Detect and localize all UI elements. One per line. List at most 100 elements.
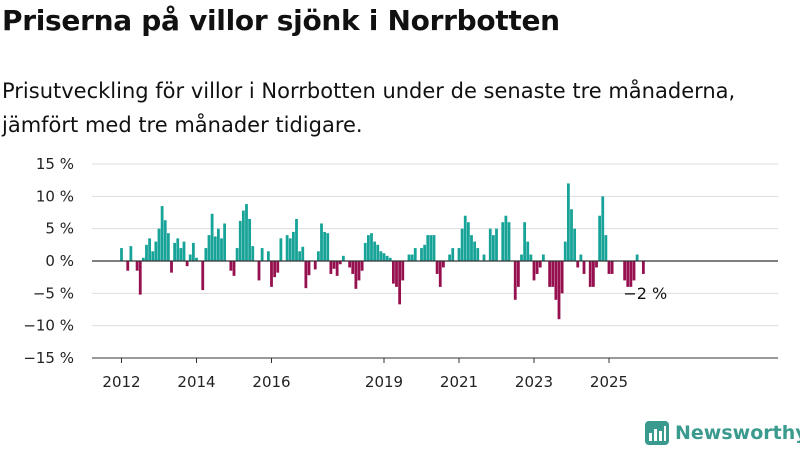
bar (120, 248, 123, 261)
bar (279, 238, 283, 261)
y-tick-label: 0 % (45, 252, 74, 270)
bar (432, 235, 436, 261)
bar (451, 248, 455, 261)
bar (582, 261, 586, 274)
bar (148, 238, 152, 261)
y-tick-label: 5 % (45, 220, 74, 238)
bar (482, 254, 486, 261)
bar (195, 257, 198, 261)
bar (420, 248, 423, 261)
bar (248, 218, 252, 261)
bar (563, 241, 567, 261)
bar (632, 261, 636, 281)
bar (191, 242, 195, 261)
bar (516, 261, 520, 287)
x-tick-label: 2014 (177, 373, 215, 391)
bar (157, 228, 161, 261)
bar (201, 261, 205, 291)
bar (332, 261, 336, 269)
y-tick-label: 15 % (36, 155, 74, 173)
bar (441, 261, 445, 268)
bar (245, 204, 248, 261)
bar (501, 222, 505, 261)
bar (488, 228, 492, 261)
bar (138, 261, 142, 295)
newsworthy-logo: Newsworthy (645, 420, 800, 446)
bar (413, 248, 417, 261)
y-tick-label: 10 % (36, 187, 74, 205)
bar (223, 223, 227, 261)
bar (185, 261, 189, 267)
bar (151, 251, 155, 261)
y-axis: 15 % 10 % 5 % 0 % −5 % −10 % −15 % (23, 155, 74, 367)
bar (610, 261, 614, 274)
bar (323, 231, 327, 261)
bar (210, 213, 214, 261)
bar (298, 251, 302, 261)
bar (410, 254, 414, 261)
x-tick-label: 2023 (515, 373, 553, 391)
bar (313, 261, 317, 270)
bar (635, 254, 639, 261)
bar (216, 228, 220, 261)
bar (329, 261, 333, 274)
bar (320, 223, 323, 261)
bar (513, 261, 517, 300)
bar (601, 196, 605, 261)
bar (351, 261, 355, 274)
bar (160, 206, 164, 261)
bar (354, 261, 358, 289)
bar (270, 261, 273, 287)
bar (145, 244, 148, 261)
bar (570, 209, 573, 261)
bar (576, 261, 580, 268)
bar (366, 235, 370, 261)
bar (573, 228, 577, 261)
bar (566, 183, 570, 261)
bar (385, 255, 389, 261)
bar (176, 238, 180, 261)
y-tick-label: −10 % (23, 317, 74, 335)
logo-icon (645, 421, 669, 445)
y-tick-label: −15 % (23, 349, 74, 367)
bar (301, 246, 305, 261)
bar (238, 220, 242, 261)
bar (526, 241, 530, 261)
bar (266, 251, 270, 261)
bar (604, 235, 608, 261)
bar (357, 261, 361, 281)
x-tick-label: 2016 (252, 373, 290, 391)
x-tick-label: 2019 (365, 373, 403, 391)
bar (641, 261, 645, 274)
bar (535, 261, 539, 274)
brand-name: Newsworthy (675, 422, 800, 444)
bar (288, 238, 292, 261)
bar (232, 261, 236, 276)
bar (595, 261, 598, 268)
bar (520, 254, 523, 261)
bar (341, 255, 345, 261)
bar (579, 254, 583, 261)
bar (229, 261, 233, 271)
bar (507, 222, 511, 261)
bar (548, 261, 552, 287)
bar (426, 235, 430, 261)
bar (491, 235, 495, 261)
bar (460, 228, 464, 261)
bar (170, 261, 173, 273)
bar (276, 261, 280, 273)
chart-title: Priserna på villor sjönk i Norrbotten (2, 4, 560, 37)
bar (304, 261, 308, 289)
bar (141, 257, 145, 261)
bar (470, 235, 473, 261)
bar (438, 261, 442, 287)
bar (326, 233, 330, 261)
bar (129, 246, 133, 261)
y-tick-label: −5 % (33, 284, 74, 302)
bar (166, 233, 170, 261)
bar (257, 261, 261, 281)
bar (626, 261, 630, 287)
bar (473, 241, 477, 261)
last-value-label: −2 % (623, 284, 667, 303)
bar (379, 251, 383, 261)
